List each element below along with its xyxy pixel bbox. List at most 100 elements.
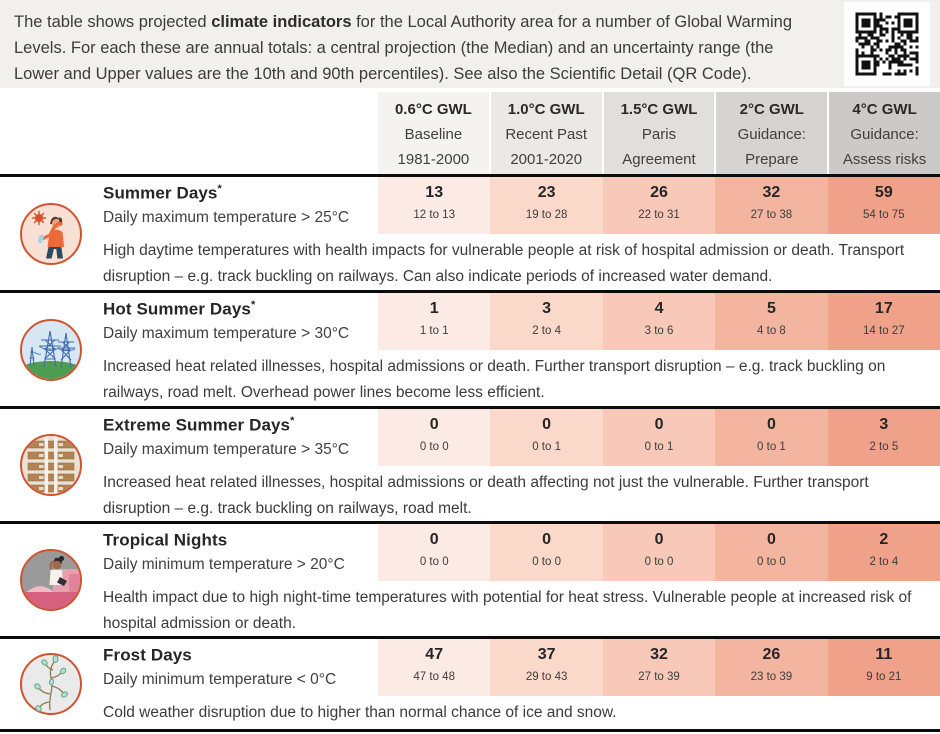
- indicator-title: Tropical Nights: [103, 530, 378, 551]
- gwl-sub2: 1981-2000: [397, 151, 470, 168]
- row-titles: Hot Summer Days* Daily maximum temperatu…: [0, 293, 378, 350]
- uncertainty-range: 2 to 5: [869, 441, 899, 453]
- value-cell-3: 32 27 to 38: [715, 177, 828, 234]
- intro-text-bold: climate indicators: [211, 13, 352, 31]
- median-value: 0: [766, 416, 776, 433]
- median-value: 32: [762, 184, 781, 201]
- indicator-row-hot-summer-days: Hot Summer Days* Daily maximum temperatu…: [0, 290, 940, 406]
- median-value: 26: [650, 184, 668, 201]
- uncertainty-range: 0 to 1: [532, 441, 561, 453]
- value-cell-4: 2 2 to 4: [827, 524, 940, 581]
- median-value: 59: [874, 184, 893, 201]
- gwl-sub1: Paris: [641, 126, 677, 143]
- gwl-header-spacer: [0, 92, 378, 174]
- indicator-definition: Daily minimum temperature < 0°C: [103, 670, 337, 688]
- gwl-label: 1.0°C GWL: [507, 101, 585, 118]
- value-cell-4: 11 9 to 21: [827, 639, 940, 696]
- value-cell-2: 26 22 to 31: [602, 177, 716, 234]
- value-cell-0: 0 0 to 0: [378, 524, 491, 581]
- value-cell-0: 13 12 to 13: [378, 177, 491, 234]
- uncertainty-range: 27 to 38: [750, 209, 793, 221]
- value-cells: 47 47 to 48 37 29 to 43 32 27 to 39 26 23 to…: [378, 639, 940, 696]
- value-cell-0: 1 1 to 1: [378, 293, 491, 350]
- value-cell-3: 0 0 to 0: [715, 524, 828, 581]
- value-cell-1: 3 2 to 4: [490, 293, 603, 350]
- uncertainty-range: 0 to 0: [644, 556, 674, 568]
- value-cell-0: 47 47 to 48: [378, 639, 491, 696]
- gwl-sub1: Baseline: [404, 126, 463, 143]
- median-value: 0: [542, 416, 552, 433]
- value-cell-4: 17 14 to 27: [827, 293, 940, 350]
- median-value: 0: [542, 531, 552, 548]
- value-cell-2: 4 3 to 6: [602, 293, 716, 350]
- value-cell-3: 0 0 to 1: [715, 409, 828, 466]
- indicator-title: Summer Days*: [103, 183, 378, 204]
- indicator-title-text: Frost Days: [103, 645, 192, 665]
- median-value: 1: [429, 300, 439, 317]
- indicator-title: Frost Days: [103, 645, 378, 666]
- uncertainty-range: 2 to 4: [532, 325, 561, 337]
- gwl-sub1: Guidance:: [850, 126, 919, 143]
- value-cells: 1 1 to 1 3 2 to 4 4 3 to 6 5 4 to 8 17 14 to …: [378, 293, 940, 350]
- gwl-column-header-3: 2°C GWL Guidance: Prepare: [714, 92, 828, 174]
- indicator-row-tropical-nights: Tropical Nights Daily minimum temperatur…: [0, 521, 940, 636]
- uncertainty-range: 0 to 0: [419, 556, 449, 568]
- uncertainty-range: 3 to 6: [644, 325, 674, 337]
- railway-track-icon: [19, 433, 83, 497]
- row-header-strip: Hot Summer Days* Daily maximum temperatu…: [0, 293, 940, 350]
- median-value: 4: [654, 300, 664, 317]
- indicator-row-extreme-summer-days: Extreme Summer Days* Daily maximum tempe…: [0, 406, 940, 521]
- uncertainty-range: 14 to 27: [863, 325, 905, 337]
- bottom-divider: [0, 729, 940, 732]
- value-cell-2: 32 27 to 39: [602, 639, 716, 696]
- uncertainty-range: 1 to 1: [419, 325, 449, 337]
- gwl-sub2: 2001-2020: [510, 151, 583, 168]
- qr-code: [844, 2, 930, 86]
- intro-text: The table shows projected climate indica…: [0, 0, 802, 87]
- indicator-title-text: Tropical Nights: [103, 530, 228, 550]
- median-value: 32: [650, 646, 668, 663]
- indicator-definition: Daily maximum temperature > 30°C: [103, 324, 350, 342]
- median-value: 0: [766, 531, 776, 548]
- indicator-definition: Daily maximum temperature > 25°C: [103, 208, 350, 226]
- gwl-label: 0.6°C GWL: [394, 101, 472, 118]
- gwl-label: 1.5°C GWL: [620, 101, 698, 118]
- value-cell-2: 0 0 to 1: [602, 409, 716, 466]
- gwl-sub2: Prepare: [745, 151, 799, 168]
- row-header-strip: Extreme Summer Days* Daily maximum tempe…: [0, 409, 940, 466]
- impact-description: Cold weather disruption due to higher th…: [103, 704, 617, 721]
- gwl-sub2: Assess risks: [842, 151, 927, 168]
- uncertainty-range: 19 to 28: [525, 209, 568, 221]
- indicator-title: Extreme Summer Days*: [103, 415, 378, 436]
- median-value: 3: [879, 416, 889, 433]
- impact-description: Increased heat related illnesses, hospit…: [103, 474, 869, 517]
- value-cell-1: 0 0 to 1: [490, 409, 603, 466]
- qr-code-image: [855, 12, 919, 76]
- value-cell-0: 0 0 to 0: [378, 409, 491, 466]
- median-value: 0: [429, 531, 439, 548]
- uncertainty-range: 12 to 13: [413, 209, 455, 221]
- value-cell-1: 23 19 to 28: [490, 177, 603, 234]
- gwl-column-header-4: 4°C GWL Guidance: Assess risks: [827, 92, 940, 174]
- uncertainty-range: 29 to 43: [525, 671, 568, 683]
- impact-description: Increased heat related illnesses, hospit…: [103, 358, 886, 401]
- impact-description: High daytime temperatures with health im…: [103, 242, 905, 285]
- median-value: 47: [425, 646, 444, 663]
- impact-description: Health impact due to high night-time tem…: [103, 589, 912, 632]
- median-value: 26: [762, 646, 781, 663]
- median-value: 0: [654, 416, 664, 433]
- uncertainty-range: 0 to 0: [419, 441, 449, 453]
- median-value: 0: [429, 416, 439, 433]
- indicator-title-text: Extreme Summer Days: [103, 415, 291, 435]
- gwl-column-header-2: 1.5°C GWL Paris Agreement: [601, 92, 715, 174]
- row-titles: Tropical Nights Daily minimum temperatur…: [0, 524, 378, 581]
- median-value: 17: [874, 300, 893, 317]
- value-cell-2: 0 0 to 0: [602, 524, 716, 581]
- row-header-strip: Tropical Nights Daily minimum temperatur…: [0, 524, 940, 581]
- uncertainty-range: 0 to 1: [644, 441, 674, 453]
- footnote-marker: *: [250, 299, 256, 311]
- indicator-definition: Daily minimum temperature > 20°C: [103, 555, 345, 573]
- row-header-strip: Summer Days* Daily maximum temperature >…: [0, 177, 940, 234]
- uncertainty-range: 2 to 4: [869, 556, 899, 568]
